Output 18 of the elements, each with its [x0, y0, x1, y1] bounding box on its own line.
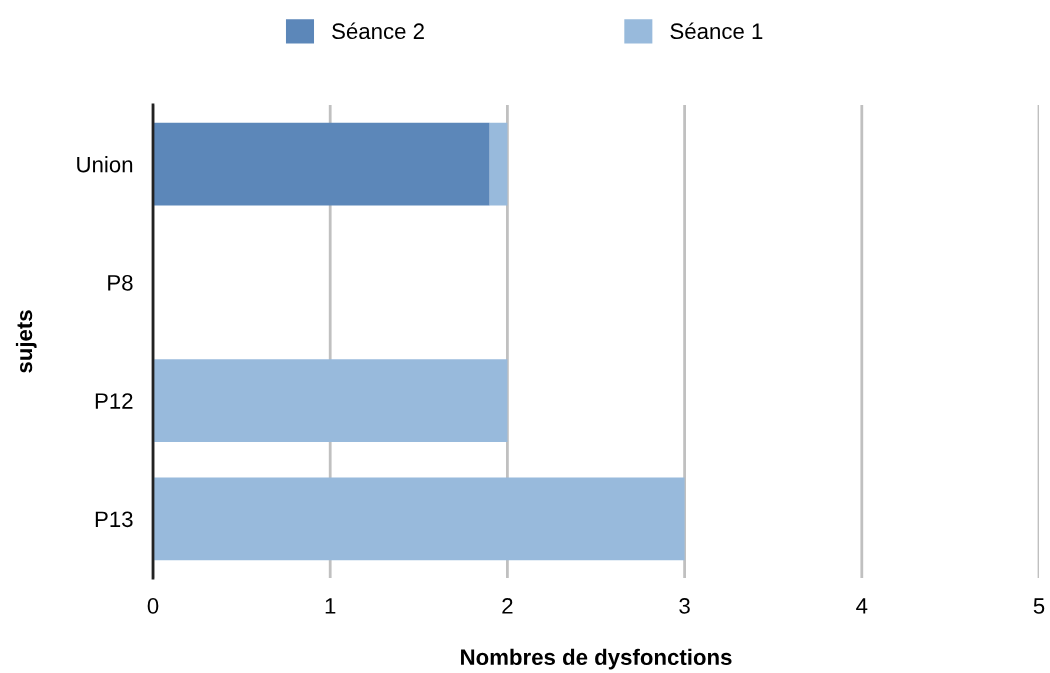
y-axis-title: sujets	[15, 310, 37, 373]
y-tick-label: P12	[95, 393, 133, 409]
x-tick-label: 0	[147, 598, 159, 614]
y-tick-label: P13	[95, 511, 133, 528]
x-tick-label: 4	[856, 598, 868, 614]
bar	[153, 477, 685, 561]
bar	[153, 359, 508, 443]
y-tick-label: P8	[108, 274, 133, 291]
x-axis-title: Nombres de dysfonctions	[461, 648, 732, 670]
bar	[153, 122, 490, 206]
legend-label: Séance 1	[670, 22, 763, 40]
x-tick-label: 3	[679, 598, 690, 614]
bar	[489, 122, 508, 206]
y-tick-label: Union	[77, 156, 133, 173]
legend-label: Séance 2	[332, 22, 424, 40]
x-tick-label: 2	[502, 598, 513, 614]
x-tick-label: 5	[1033, 598, 1045, 614]
x-tick-label: 1	[325, 598, 336, 614]
